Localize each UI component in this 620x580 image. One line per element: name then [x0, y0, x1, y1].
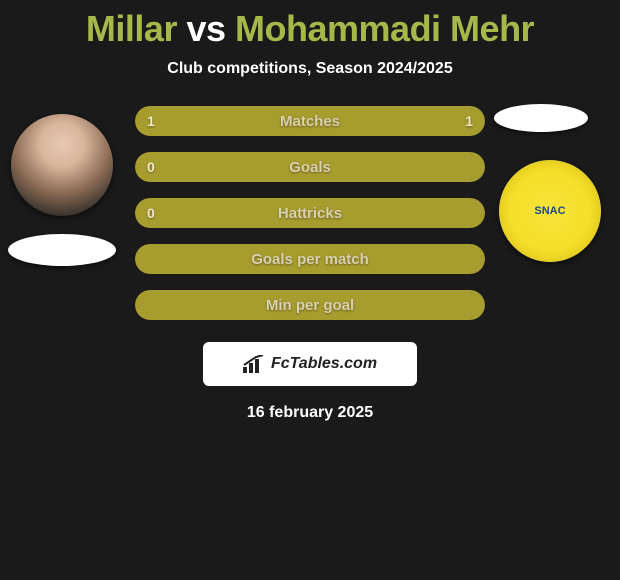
title-vs: vs	[186, 8, 225, 49]
stat-value-left: 0	[147, 159, 155, 175]
team-ellipse-left	[8, 234, 116, 266]
title-right: Mohammadi Mehr	[235, 8, 534, 49]
stat-label: Goals	[289, 159, 331, 176]
stat-row-mpg: Min per goal	[135, 290, 485, 320]
stat-label: Hattricks	[278, 205, 342, 222]
stat-bars: 1 Matches 1 0 Goals 0 Hattricks Goals pe…	[135, 106, 485, 320]
stat-label: Min per goal	[266, 297, 354, 314]
player-left-avatar	[11, 114, 113, 216]
chart-icon	[243, 355, 265, 373]
stat-value-right: 1	[465, 113, 473, 129]
page-title: Millar vs Mohammadi Mehr	[0, 0, 620, 50]
brand-badge: FcTables.com	[203, 342, 417, 386]
stat-row-gpm: Goals per match	[135, 244, 485, 274]
stat-label: Matches	[280, 113, 340, 130]
stat-row-goals: 0 Goals	[135, 152, 485, 182]
player-right-avatar: SNAC	[499, 160, 601, 262]
stat-value-left: 1	[147, 113, 155, 129]
title-left: Millar	[86, 8, 177, 49]
footer-date: 16 february 2025	[0, 404, 620, 422]
brand-label: FcTables.com	[271, 355, 377, 373]
stat-value-left: 0	[147, 205, 155, 221]
stat-row-matches: 1 Matches 1	[135, 106, 485, 136]
player-right-block: SNAC	[499, 114, 601, 280]
stat-row-hattricks: 0 Hattricks	[135, 198, 485, 228]
club-badge-label: SNAC	[534, 205, 565, 217]
comparison-area: SNAC 1 Matches 1 0 Goals 0 Hattricks Goa…	[0, 106, 620, 422]
subtitle: Club competitions, Season 2024/2025	[0, 60, 620, 78]
stat-label: Goals per match	[251, 251, 369, 268]
player-left-block	[8, 114, 116, 266]
